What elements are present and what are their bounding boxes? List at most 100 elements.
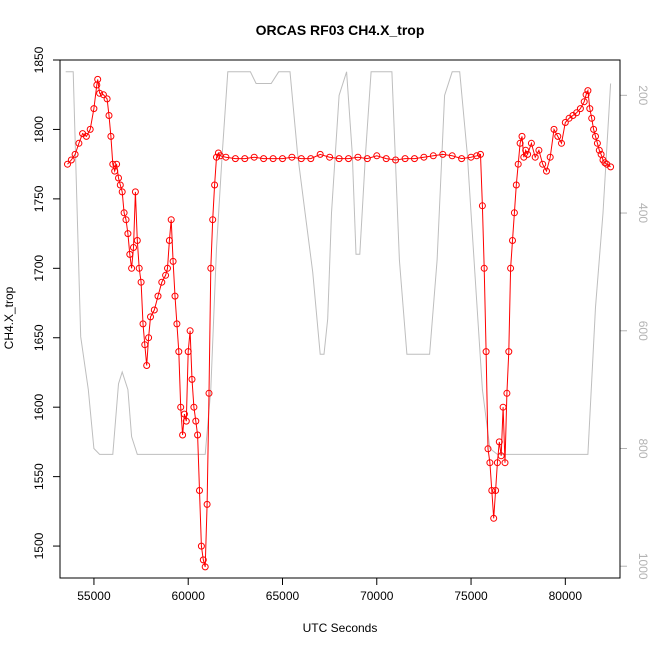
data-point	[137, 278, 145, 286]
data-point	[231, 155, 239, 163]
data-point	[582, 91, 590, 99]
data-point	[99, 91, 107, 99]
data-point	[222, 153, 230, 161]
data-point	[197, 542, 205, 550]
data-point	[150, 306, 158, 314]
data-point	[535, 146, 543, 154]
data-point	[509, 237, 516, 244]
data-point	[539, 160, 547, 168]
data-point	[561, 119, 569, 126]
y2-tick-label: 200	[636, 85, 650, 105]
data-point	[392, 156, 400, 164]
x-tick-label: 65000	[266, 589, 300, 603]
data-point	[518, 132, 526, 140]
data-point	[493, 459, 501, 467]
data-point	[167, 216, 175, 224]
data-point	[497, 452, 505, 460]
data-point	[147, 313, 154, 321]
data-point	[180, 410, 188, 418]
data-point	[133, 237, 141, 244]
data-point	[82, 132, 90, 140]
data-point	[115, 174, 122, 182]
data-point	[158, 278, 166, 286]
y2-tick-label: 800	[636, 438, 650, 458]
data-point	[514, 160, 522, 168]
data-point	[203, 500, 211, 508]
data-point	[177, 403, 185, 411]
plot-area	[64, 71, 615, 571]
plot-frame	[59, 59, 621, 579]
data-point	[576, 105, 584, 113]
data-point	[131, 188, 139, 196]
data-point	[486, 459, 494, 467]
data-point	[71, 150, 79, 158]
data-point	[550, 125, 558, 133]
data-point	[507, 264, 515, 272]
data-point	[584, 87, 592, 95]
x-tick-label: 80000	[549, 589, 583, 603]
data-point	[211, 181, 219, 189]
data-point	[473, 152, 481, 160]
data-point	[250, 153, 258, 161]
data-point	[124, 230, 132, 238]
data-point	[90, 105, 98, 113]
y-tick-label: 1650	[32, 324, 46, 351]
data-point	[492, 487, 500, 494]
data-point	[527, 139, 535, 147]
data-point	[345, 155, 352, 163]
y-tick-label: 1550	[32, 463, 46, 490]
data-point	[516, 139, 524, 147]
series-line	[67, 79, 611, 568]
y-tick-label: 1700	[32, 255, 46, 282]
data-point	[171, 292, 179, 300]
data-point	[184, 348, 192, 356]
y-axis-label: CH4.X_trop	[2, 286, 16, 349]
y-tick-label: 1500	[32, 532, 46, 559]
data-point	[382, 155, 390, 163]
data-point	[186, 327, 194, 335]
data-point	[307, 155, 315, 163]
data-point	[75, 139, 83, 147]
data-point	[546, 153, 554, 161]
chart-title: ORCAS RF03 CH4.X_trop	[256, 22, 425, 38]
data-point	[439, 150, 447, 158]
data-point	[480, 264, 488, 272]
data-point	[67, 156, 75, 164]
data-point	[94, 75, 102, 83]
data-point	[484, 445, 492, 453]
data-point	[141, 341, 149, 349]
data-point	[580, 98, 588, 106]
y-tick-label: 1750	[32, 185, 46, 212]
data-point	[607, 163, 615, 171]
data-point	[113, 160, 121, 168]
data-point	[120, 209, 128, 217]
data-point	[86, 125, 94, 133]
data-point	[335, 155, 343, 163]
data-point	[448, 152, 456, 160]
data-point	[209, 216, 217, 224]
data-point	[130, 244, 137, 251]
data-point	[139, 320, 147, 328]
data-point	[354, 153, 362, 161]
data-point	[109, 160, 117, 168]
secondary-line	[65, 71, 612, 455]
data-point	[207, 264, 215, 272]
data-point	[316, 150, 324, 158]
data-point	[554, 132, 562, 140]
data-point	[522, 146, 530, 154]
data-point	[363, 155, 371, 163]
data-point	[164, 264, 171, 272]
x-tick-label: 55000	[77, 589, 111, 603]
data-point	[182, 417, 190, 425]
data-point	[593, 139, 601, 147]
data-point	[162, 271, 170, 279]
axes: 1500 1550 1600 1650 1700 1750 1800 1850 55000 600…	[32, 46, 650, 603]
data-point	[420, 153, 428, 161]
data-point	[503, 389, 511, 397]
data-point	[135, 264, 143, 272]
data-point	[103, 95, 111, 103]
data-point	[531, 153, 539, 161]
data-point	[126, 250, 134, 258]
data-point	[96, 89, 104, 97]
